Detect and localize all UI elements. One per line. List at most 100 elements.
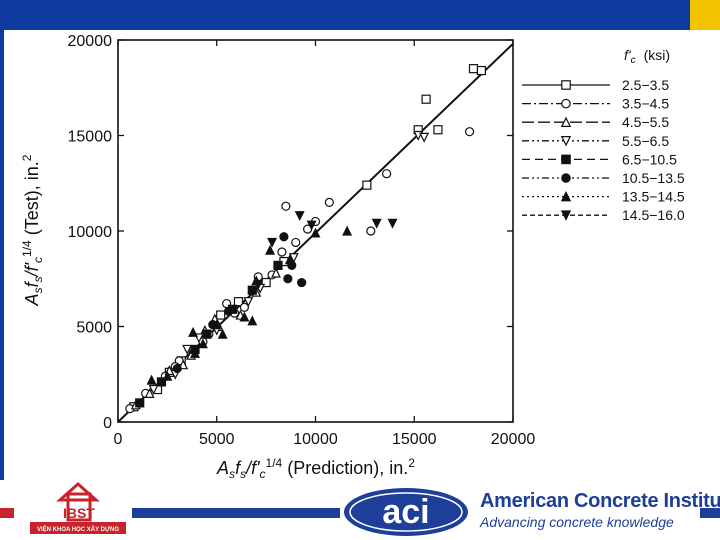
legend-marker (561, 173, 571, 183)
data-point (217, 328, 228, 339)
data-point (202, 329, 212, 339)
data-point (156, 377, 167, 387)
data-point (468, 64, 479, 74)
x-tick-label: 15000 (392, 431, 437, 448)
scatter-chart: 0 5000 10000 15000 20000 0 5000 10000 15000 20000… (20, 33, 685, 481)
legend-label: 4.5−5.5 (622, 114, 669, 130)
data-point (261, 277, 271, 288)
data-point (190, 347, 200, 358)
data-point (291, 237, 301, 248)
top-banner-bar (0, 0, 690, 30)
legend-marker (561, 154, 571, 165)
aci-logo-inner-ring (349, 492, 463, 532)
data-point (172, 363, 182, 374)
data-point (224, 306, 234, 316)
x-tick-label: 20000 (491, 431, 536, 448)
legend-marker (560, 136, 572, 147)
data-point (239, 311, 250, 322)
footer-stripe-left (132, 508, 340, 518)
x-tick-label: 10000 (293, 431, 338, 448)
x-tick-label: 0 (114, 431, 123, 448)
data-point (277, 247, 287, 257)
legend-entry: 14.5−16.0 (522, 207, 685, 223)
legend-label: 2.5−3.5 (622, 77, 669, 93)
legend-entry: 6.5−10.5 (522, 151, 677, 167)
footer-stripe-right (700, 508, 720, 518)
data-point (476, 65, 486, 76)
legend-entry: 2.5−3.5 (522, 77, 669, 93)
legend-marker (560, 191, 572, 202)
data-point (267, 237, 278, 248)
legend-marker (560, 116, 572, 128)
data-point (146, 374, 157, 385)
legend-label: 10.5−13.5 (622, 170, 685, 186)
ibst-caption-bar (30, 522, 126, 534)
data-point (233, 297, 244, 307)
y-tick-label: 15000 (68, 129, 113, 146)
data-point (281, 201, 291, 211)
left-edge-bar (0, 30, 4, 480)
series-8 (253, 211, 398, 290)
y-tick-label: 10000 (68, 224, 113, 241)
x-axis-label: Asfs/f'c1/4 (Prediction), in.2 (216, 456, 415, 481)
data-point (162, 370, 173, 381)
data-point (433, 125, 443, 135)
brand-title: American Concrete Institute® (480, 490, 720, 513)
data-point (239, 302, 249, 312)
data-point (362, 180, 372, 190)
legend-entry: 10.5−13.5 (522, 170, 685, 186)
aci-logo-ellipse (344, 488, 468, 536)
data-point (247, 285, 257, 295)
data-point (283, 274, 293, 284)
y-tick-label: 5000 (76, 320, 112, 337)
data-point (211, 319, 222, 330)
data-point (306, 220, 317, 231)
y-tick-label: 20000 (68, 33, 113, 50)
data-point (279, 232, 289, 242)
data-point (182, 344, 193, 355)
data-point (297, 277, 307, 288)
data-point (387, 218, 398, 229)
data-point (382, 169, 392, 179)
ibst-logo: IBST VIỆN KHOA HỌC XÂY DỰNG (30, 481, 126, 534)
legend: f'c (ksi) 2.5−3.5 3.5−4.5 4.5−5.5 5.5−6.5 6.5… (522, 47, 685, 223)
aci-logo-text: aci (382, 493, 429, 531)
legend-label: 3.5−4.5 (622, 96, 669, 112)
legend-entry: 5.5−6.5 (522, 133, 669, 149)
legend-entries: 2.5−3.5 3.5−4.5 4.5−5.5 5.5−6.5 6.5−10.5 10.5… (522, 77, 685, 223)
top-banner-accent (690, 0, 720, 30)
data-point (271, 267, 281, 278)
data-point (324, 197, 334, 207)
y-axis-label: Asfs/f'c1/4 (Test), in.2 (20, 154, 45, 306)
legend-entry: 4.5−5.5 (522, 114, 669, 130)
legend-label: 13.5−14.5 (622, 189, 685, 205)
data-points (125, 64, 486, 414)
legend-label: 5.5−6.5 (622, 133, 669, 149)
data-point (148, 384, 159, 395)
legend-entry: 13.5−14.5 (522, 189, 685, 205)
data-point (188, 326, 199, 337)
data-point (253, 279, 264, 290)
brand-tagline: Advancing concrete knowledge (480, 514, 674, 530)
legend-marker (560, 210, 572, 221)
ibst-letters: IBST (63, 505, 95, 521)
data-point (265, 244, 276, 255)
aci-logo: aci (344, 488, 468, 536)
ibst-building-shape (66, 492, 92, 522)
data-point (216, 310, 226, 320)
data-point (273, 260, 283, 270)
data-point (366, 226, 376, 236)
axis-ticks: 0 5000 10000 15000 20000 0 5000 10000 15000 20000 (68, 33, 536, 448)
data-point (371, 218, 382, 229)
legend-entry: 3.5−4.5 (522, 96, 669, 112)
legend-marker (561, 98, 571, 109)
series-7 (146, 225, 353, 385)
data-point (421, 94, 431, 104)
footer-red-stripe-left (0, 508, 14, 518)
data-point (284, 254, 295, 265)
ibst-roof-shape (56, 481, 100, 502)
data-point (247, 315, 258, 326)
data-point (144, 388, 155, 398)
x-tick-label: 5000 (199, 431, 235, 448)
legend-label: 14.5−16.0 (622, 207, 685, 223)
